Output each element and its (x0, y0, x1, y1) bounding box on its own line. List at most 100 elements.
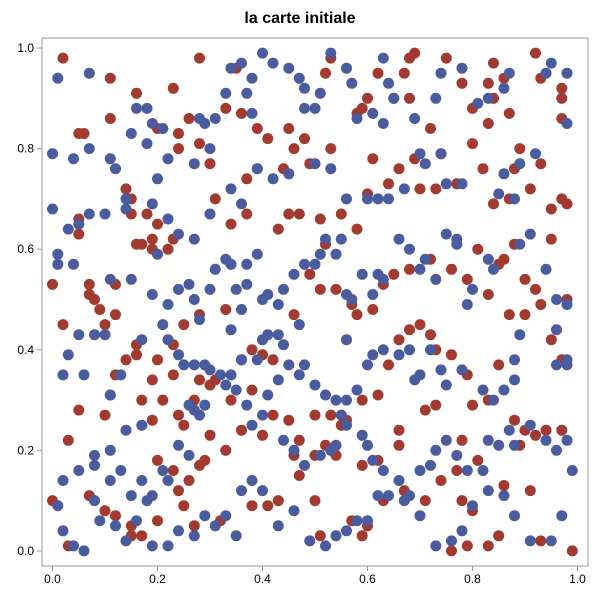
data-point (278, 434, 289, 446)
data-point (540, 434, 552, 446)
data-point (551, 444, 562, 456)
data-point (430, 183, 442, 195)
data-point (409, 47, 421, 59)
data-point (257, 47, 268, 59)
data-point (419, 404, 431, 416)
data-point (183, 278, 195, 290)
data-point (78, 128, 90, 139)
data-point (545, 535, 557, 547)
data-point (314, 248, 326, 260)
data-point (472, 243, 484, 255)
data-point (99, 329, 111, 341)
data-point (225, 369, 237, 381)
data-point (162, 213, 174, 225)
data-point (367, 454, 379, 466)
data-point (57, 319, 69, 331)
data-point (456, 77, 468, 89)
data-point (47, 148, 58, 160)
data-point (241, 208, 253, 220)
data-point (188, 520, 200, 532)
data-point (556, 424, 568, 436)
data-point (173, 525, 184, 537)
data-point (131, 349, 142, 361)
data-point (314, 213, 326, 225)
data-point (220, 304, 232, 315)
data-point (404, 324, 415, 336)
data-point (257, 334, 268, 346)
data-point (288, 505, 300, 517)
data-point (482, 540, 494, 552)
data-point (110, 520, 121, 532)
y-tick-label: 1.0 (17, 41, 34, 55)
data-point (199, 359, 211, 371)
data-point (188, 294, 200, 305)
data-point (503, 67, 515, 79)
data-point (393, 334, 405, 346)
data-point (62, 434, 74, 446)
data-point (167, 465, 179, 476)
data-point (146, 374, 158, 386)
data-point (362, 515, 373, 527)
data-point (440, 52, 452, 64)
data-point (272, 223, 284, 235)
data-point (304, 535, 316, 547)
data-point (251, 354, 263, 366)
data-point (561, 299, 573, 310)
data-point (152, 515, 163, 527)
data-point (404, 92, 415, 104)
data-point (52, 72, 64, 84)
data-point (141, 138, 153, 150)
data-point (89, 449, 100, 461)
data-point (236, 107, 247, 119)
data-point (68, 153, 79, 165)
data-point (314, 87, 326, 99)
data-point (435, 364, 447, 376)
data-point (367, 153, 379, 165)
data-point (288, 143, 300, 155)
data-point (262, 133, 274, 145)
data-point (388, 92, 400, 104)
data-point (73, 329, 85, 341)
data-point (383, 178, 394, 190)
data-point (241, 258, 253, 270)
data-point (325, 143, 337, 155)
data-point (335, 208, 347, 220)
data-point (514, 143, 526, 155)
data-point (225, 218, 237, 230)
data-point (204, 379, 216, 391)
data-point (509, 354, 520, 366)
plot-area (47, 47, 578, 557)
data-point (435, 67, 447, 79)
data-point (68, 258, 79, 270)
data-point (341, 525, 352, 537)
data-point (545, 57, 557, 69)
data-point (110, 163, 121, 175)
data-point (341, 193, 352, 205)
data-point (362, 439, 373, 451)
data-point (78, 545, 90, 557)
data-point (430, 540, 442, 552)
data-point (341, 419, 352, 431)
data-point (278, 339, 289, 351)
data-point (498, 384, 510, 396)
data-point (299, 102, 310, 114)
data-point (188, 359, 200, 371)
data-point (141, 102, 153, 114)
data-point (488, 57, 499, 69)
data-point (435, 475, 447, 486)
data-point (199, 399, 211, 411)
x-tick-label: 0.6 (359, 572, 376, 586)
data-point (236, 485, 247, 497)
data-point (173, 228, 184, 240)
data-point (283, 359, 295, 371)
data-point (225, 183, 237, 195)
data-point (136, 334, 148, 346)
data-point (451, 465, 463, 476)
data-point (136, 475, 148, 486)
data-point (293, 72, 305, 84)
data-point (104, 475, 116, 486)
data-point (251, 163, 263, 175)
data-point (325, 47, 337, 59)
data-point (173, 143, 184, 155)
data-point (498, 490, 510, 502)
